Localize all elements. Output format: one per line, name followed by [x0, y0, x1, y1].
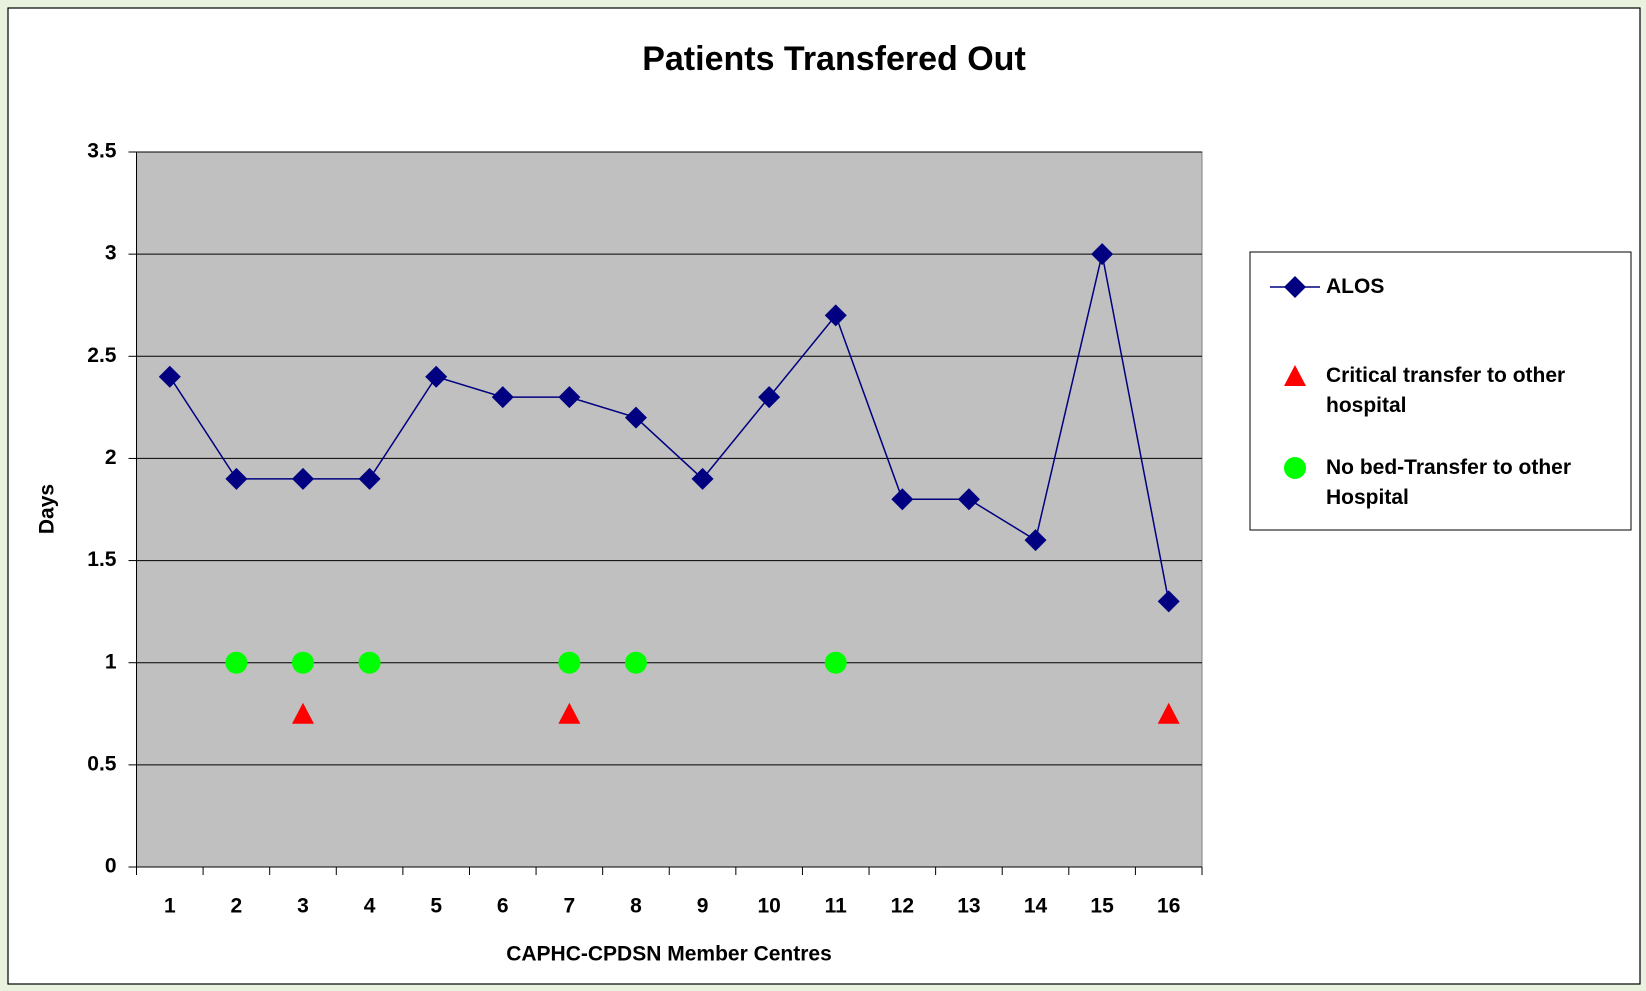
x-tick-label: 16	[1157, 895, 1180, 918]
legend-label: No bed-Transfer to other Hospital	[1326, 456, 1572, 509]
y-tick-label: 0	[105, 855, 117, 878]
data-point	[558, 702, 581, 724]
data-point	[624, 406, 647, 429]
data-point	[758, 386, 781, 409]
x-tick-label: 15	[1090, 895, 1114, 918]
legend-label: Critical transfer to other hospital	[1326, 364, 1566, 417]
data-point	[891, 488, 914, 511]
x-tick-label: 13	[957, 895, 980, 918]
x-tick-label: 8	[630, 895, 642, 918]
data-point	[291, 651, 314, 674]
data-point	[291, 702, 314, 724]
x-tick-label: 14	[1024, 895, 1048, 918]
data-point	[225, 651, 248, 674]
x-tick-label: 3	[297, 895, 309, 918]
y-tick-label: 0.5	[87, 752, 117, 775]
plot-area	[136, 151, 1203, 868]
x-tick-label: 5	[430, 895, 442, 918]
data-point	[824, 651, 847, 674]
y-tick-label: 2	[105, 446, 117, 469]
data-point	[491, 386, 514, 409]
x-tick-label: 11	[825, 895, 848, 918]
x-tick-label: 10	[757, 895, 780, 918]
legend-marker	[1284, 365, 1306, 386]
x-tick-label: 4	[364, 895, 376, 918]
data-point	[1091, 243, 1114, 266]
legend-label: ALOS	[1326, 275, 1385, 298]
data-point	[1157, 590, 1180, 613]
data-point	[158, 365, 181, 388]
x-tick-label: 12	[891, 895, 914, 918]
data-point	[358, 651, 381, 674]
data-point	[425, 365, 448, 388]
x-tick-label: 1	[164, 895, 176, 918]
y-tick-label: 1	[105, 650, 117, 673]
series-line	[169, 253, 1170, 602]
data-point	[691, 467, 714, 490]
y-tick-label: 3.5	[87, 140, 117, 163]
x-tick-label: 7	[564, 895, 576, 918]
x-tick-label: 2	[231, 895, 243, 918]
y-axis-label: Days	[36, 484, 59, 534]
y-tick-label: 3	[105, 242, 117, 265]
y-tick-label: 2.5	[87, 344, 117, 367]
data-point	[358, 467, 381, 490]
x-tick-label: 9	[697, 895, 709, 918]
y-tick-label: 1.5	[87, 548, 117, 571]
data-point	[291, 467, 314, 490]
chart-title: Patients Transfered Out	[642, 40, 1026, 78]
x-axis-label: CAPHC-CPDSN Member Centres	[506, 943, 832, 966]
legend-marker	[1284, 457, 1306, 479]
legend-marker	[1284, 276, 1306, 298]
data-point	[957, 488, 980, 511]
data-point	[558, 651, 581, 674]
data-point	[1157, 702, 1180, 724]
data-point	[824, 304, 847, 327]
data-point	[1024, 529, 1047, 552]
legend-box	[1249, 251, 1632, 531]
x-tick-label: 6	[497, 895, 509, 918]
data-point	[558, 386, 581, 409]
data-point	[624, 651, 647, 674]
data-point	[225, 467, 248, 490]
